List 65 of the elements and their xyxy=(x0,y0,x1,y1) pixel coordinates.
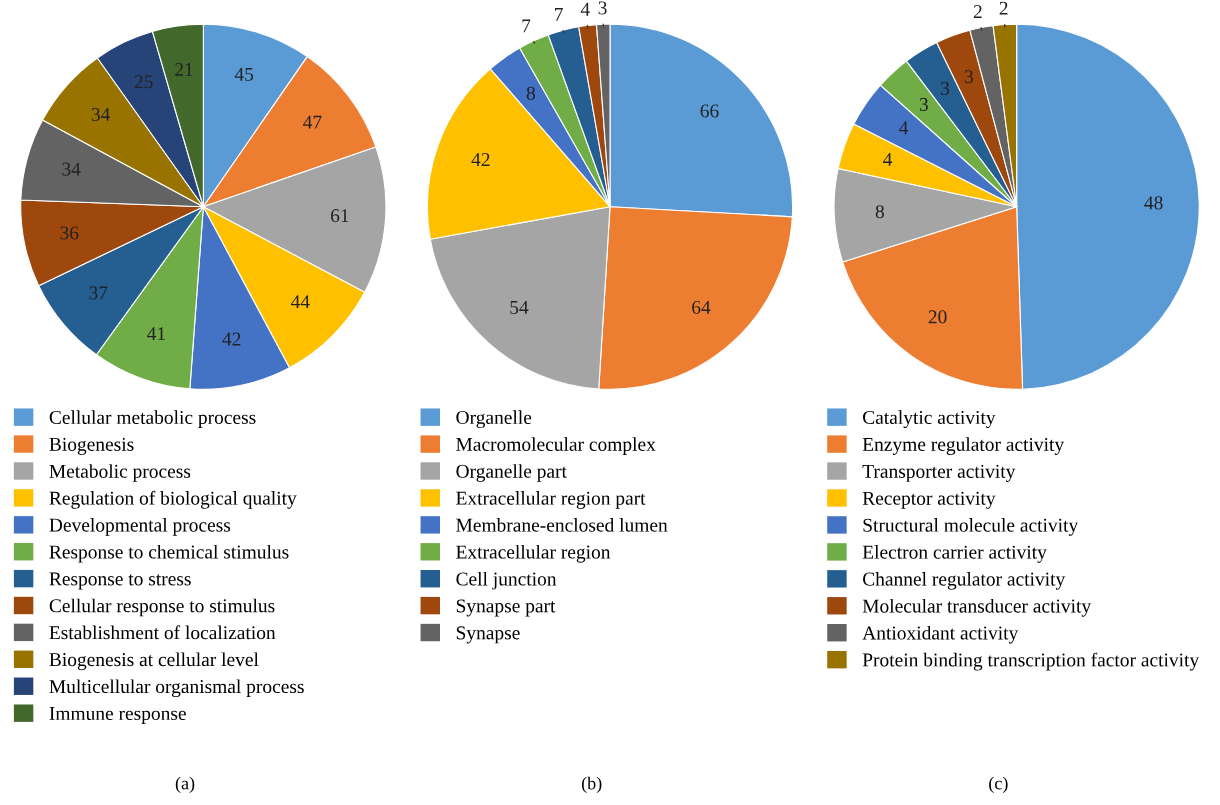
data-label: 7 xyxy=(522,19,531,33)
data-label: 2 xyxy=(973,5,982,18)
legend-label: Enzyme regulator activity xyxy=(862,437,1065,455)
legend-label: Developmental process xyxy=(49,517,231,536)
legend-label: Organelle part xyxy=(456,464,567,482)
legend-label: Extracellular region xyxy=(456,544,611,563)
legend-label: Transporter activity xyxy=(862,464,1016,482)
text: (c) xyxy=(989,776,1008,794)
legend-label: Cell junction xyxy=(456,571,557,590)
data-label: 34 xyxy=(62,162,81,176)
legend-label: Multicellular organismal process xyxy=(49,679,304,698)
data-label: 34 xyxy=(91,107,111,121)
data-label: 44 xyxy=(291,295,310,309)
data-label: 7 xyxy=(555,8,563,21)
data-label: 20 xyxy=(928,310,947,324)
legend-label: Electron carrier activity xyxy=(862,545,1047,563)
legend-label: Biogenesis at cellular level xyxy=(49,652,259,671)
legend-label: Immune response xyxy=(49,707,186,724)
legend-label: Synapse part xyxy=(456,599,556,617)
legend-label: Structural molecule activity xyxy=(863,518,1079,536)
data-label: 3 xyxy=(964,70,973,84)
data-label: 2 xyxy=(999,1,1008,15)
text: (a) xyxy=(175,776,195,794)
text: (b) xyxy=(581,776,602,794)
data-label: 8 xyxy=(875,205,884,219)
legend-label: Metabolic process xyxy=(49,464,191,482)
data-label: 25 xyxy=(134,75,153,89)
data-label: 4 xyxy=(883,152,893,166)
data-label: 3 xyxy=(919,97,928,111)
data-label: 66 xyxy=(700,104,719,118)
data-label: 37 xyxy=(89,286,108,300)
legend-label: Extracellular region part xyxy=(456,491,646,509)
legend-label: Regulation of biological quality xyxy=(49,490,297,509)
data-label: 4 xyxy=(899,121,909,135)
legend-label: Protein binding transcription factor activity xyxy=(862,652,1200,671)
legend-label: Cellular metabolic process xyxy=(49,410,256,428)
data-label: 61 xyxy=(331,209,349,223)
data-label: 64 xyxy=(692,300,711,314)
legend-label: Antioxidant activity xyxy=(862,625,1019,644)
data-label: 3 xyxy=(598,1,607,15)
legend-label: Receptor activity xyxy=(862,491,996,509)
data-label: 48 xyxy=(1144,196,1163,210)
data-label: 8 xyxy=(526,86,535,100)
legend-label: Organelle xyxy=(456,410,532,429)
data-label: 45 xyxy=(234,67,254,81)
data-label: 41 xyxy=(147,327,165,341)
legend-label: Response to chemical stimulus xyxy=(49,544,289,563)
legend-label: Molecular transducer activity xyxy=(862,598,1092,617)
legend-label: Channel regulator activity xyxy=(863,572,1066,590)
legend-label: Membrane-enclosed lumen xyxy=(456,518,668,532)
data-label: 3 xyxy=(941,81,950,95)
legend-label: Cellular response to stimulus xyxy=(49,598,275,617)
legend-label: Biogenesis xyxy=(49,437,134,455)
data-label: 36 xyxy=(60,226,79,240)
legend-label: Catalytic activity xyxy=(863,410,996,429)
data-label: 47 xyxy=(303,115,322,129)
data-label: 54 xyxy=(510,300,529,314)
legend-label: Synapse xyxy=(456,626,520,644)
data-label: 42 xyxy=(471,153,490,166)
data-label: 4 xyxy=(580,2,590,16)
legend-label: Establishment of localization xyxy=(49,625,276,640)
data-label: 21 xyxy=(175,62,193,76)
legend-label: Response to stress xyxy=(49,572,191,590)
legend-label: Macromolecular complex xyxy=(456,437,656,455)
data-label: 42 xyxy=(222,332,241,346)
